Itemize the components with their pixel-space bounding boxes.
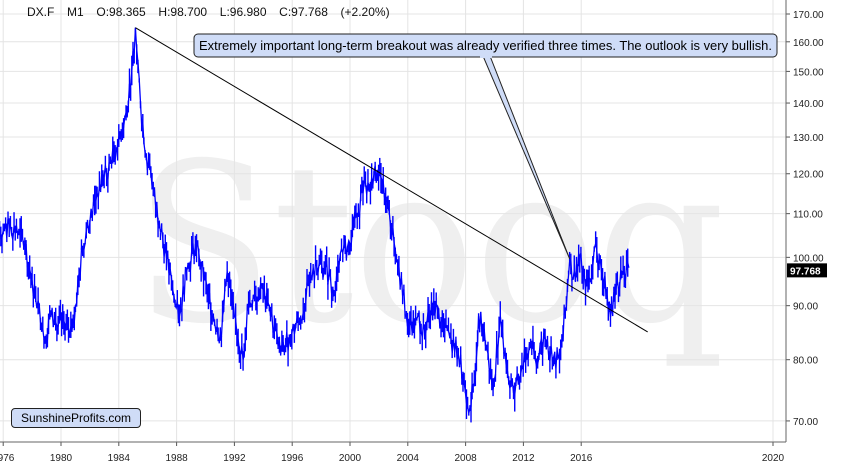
y-tick-label: 160.00 [793, 38, 824, 49]
x-tick-label: 2020 [762, 453, 785, 464]
x-tick-label: 2004 [397, 453, 420, 464]
symbol: DX.F [27, 5, 55, 19]
y-tick-label: 130.00 [793, 133, 824, 144]
y-tick-label: 90.00 [793, 302, 818, 313]
interval: M1 [67, 5, 84, 19]
trendline-segment [135, 27, 648, 333]
x-tick-label: 2008 [454, 453, 477, 464]
x-tick-label: 1976 [0, 453, 15, 464]
trendline [135, 27, 648, 333]
close-value: C:97.768 [279, 5, 328, 19]
last-price-tag [787, 263, 827, 278]
y-tick-label: 120.00 [793, 170, 824, 181]
grid [0, 0, 786, 442]
low-value: L:96.980 [219, 5, 267, 19]
quote-header: DX.F M1 O:98.365 H:98.700 L:96.980 C:97.… [27, 5, 390, 19]
x-tick-label: 2016 [570, 453, 593, 464]
price-line [0, 28, 630, 414]
y-tick-label: 170.00 [793, 10, 824, 21]
y-tick-label: 140.00 [793, 99, 824, 110]
high-value: H:98.700 [158, 5, 208, 19]
y-tick-label: 100.00 [793, 253, 824, 264]
change-value: (+2.20%) [340, 5, 390, 19]
y-tick-label: 150.00 [793, 67, 824, 78]
x-tick-label: 2012 [512, 453, 535, 464]
x-tick-label: 1984 [108, 453, 131, 464]
price-series [0, 27, 630, 423]
last-price-label: 97.768 [790, 266, 821, 277]
axes: 70.00 80.00 90.00 100.00 110.00 120.00 130.00 1… [0, 0, 827, 464]
branding-logo: SunshineProfits.com [11, 408, 141, 428]
x-tick-label: 1996 [281, 453, 304, 464]
x-tick-label: 1980 [50, 453, 73, 464]
annotation-callout: Extremely important long-term breakout w… [193, 33, 778, 259]
y-tick-label: 70.00 [793, 417, 818, 428]
annotation-text: Extremely important long-term breakout w… [199, 39, 772, 53]
y-tick-label: 80.00 [793, 356, 818, 367]
watermark: Stooq [135, 116, 725, 372]
x-tick-label: 2000 [339, 453, 362, 464]
y-tick-label: 110.00 [793, 210, 823, 221]
open-value: O:98.365 [96, 5, 146, 19]
x-tick-label: 1992 [223, 453, 246, 464]
x-tick-label: 1988 [165, 453, 188, 464]
